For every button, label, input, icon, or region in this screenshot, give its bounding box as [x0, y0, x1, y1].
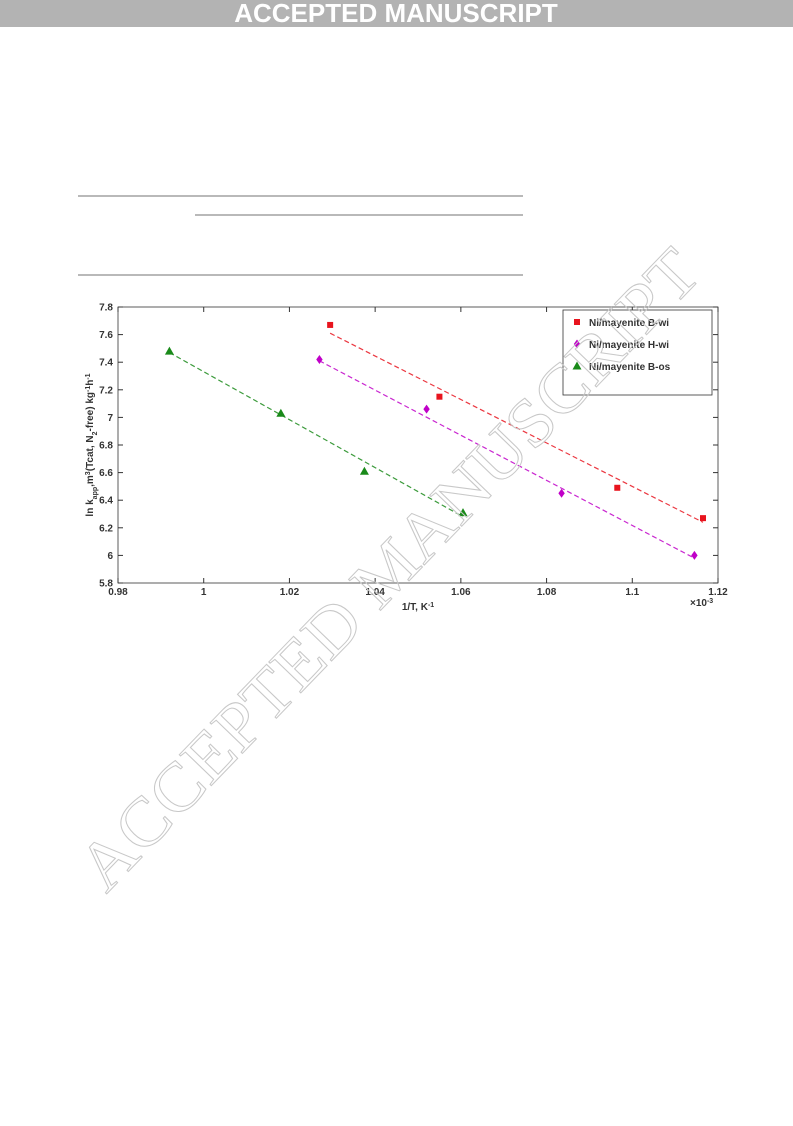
y-tick-label: 7.6: [99, 330, 113, 341]
point: [614, 484, 621, 491]
y-axis-label-part: h: [85, 380, 96, 386]
fit-line: [329, 332, 704, 523]
fit-line: [319, 360, 695, 559]
point: [436, 393, 443, 400]
point: [423, 404, 430, 414]
legend-label: Ni/mayenite H-wi: [589, 340, 669, 351]
x-tick-label: 1.1: [625, 587, 639, 598]
legend-label: Ni/mayenite B-wi: [589, 318, 669, 329]
x-multiplier: ×10-3: [690, 598, 713, 610]
x-tick-label: 0.98: [108, 587, 128, 598]
point: [276, 408, 286, 417]
fit-line: [169, 352, 464, 518]
y-axis-label-part: 2: [92, 431, 99, 435]
point: [700, 515, 706, 522]
y-tick-label: 6.8: [99, 441, 113, 452]
legend-label: Ni/mayenite B-os: [589, 362, 671, 373]
point: [316, 354, 323, 364]
y-tick-label: 6.4: [99, 496, 113, 507]
legend-marker: [572, 361, 582, 370]
legend-marker: [574, 319, 580, 325]
x-axis-label-part: -1: [428, 602, 434, 609]
y-axis-label-part: -1: [85, 386, 92, 392]
y-tick-label: 6: [107, 551, 113, 562]
x-tick-label: 1.06: [451, 587, 471, 598]
point: [359, 466, 369, 475]
y-tick-label: 5.8: [99, 579, 113, 590]
x-multiplier-exponent: -3: [707, 598, 713, 605]
header: ACCEPTED MANUSCRIPT: [234, 0, 558, 28]
x-tick-label: 1.08: [537, 587, 557, 598]
y-axis-label-part: 3: [85, 471, 92, 475]
x-axis-label: 1/T, K-1: [402, 602, 434, 614]
y-tick-label: 7.2: [99, 385, 113, 396]
x-tick-label: 1: [201, 587, 207, 598]
x-tick-label: 1.04: [365, 587, 385, 598]
x-axis-label-part: 1/T, K: [402, 602, 429, 613]
y-axis-label: ln kapp,m3(Tcat, N2-free) kg-1h-1: [85, 373, 99, 516]
point: [558, 488, 565, 498]
y-axis-label-part: ,m: [85, 475, 96, 487]
point: [458, 508, 468, 517]
legend-box: [562, 309, 713, 396]
y-axis-label-part: ln k: [85, 499, 96, 517]
header-band: [0, 0, 793, 27]
legend-marker: [573, 339, 581, 349]
y-tick-label: 7.4: [99, 358, 113, 369]
x-multiplier-base: ×10: [690, 598, 707, 609]
y-axis-label-part: -1: [85, 373, 92, 379]
y-tick-label: 7: [107, 413, 113, 424]
y-tick-label: 6.2: [99, 523, 113, 534]
y-tick-label: 7.8: [99, 303, 113, 314]
point: [691, 550, 698, 560]
point: [327, 321, 334, 328]
y-axis-label-part: -free) kg: [85, 392, 96, 431]
chart: 0.98 1 1.02 1.04 1.06 1.08 1.1 1.12 5.8 6 6.2 6.4 6.…: [85, 303, 729, 614]
y-axis-label-part: app: [92, 487, 99, 499]
y-axis-label-part: (Tcat, N: [85, 435, 96, 471]
x-tick-label: 1.12: [708, 587, 728, 598]
point: [164, 346, 174, 355]
x-tick-label: 1.02: [280, 587, 300, 598]
y-tick-label: 6.6: [99, 468, 113, 479]
